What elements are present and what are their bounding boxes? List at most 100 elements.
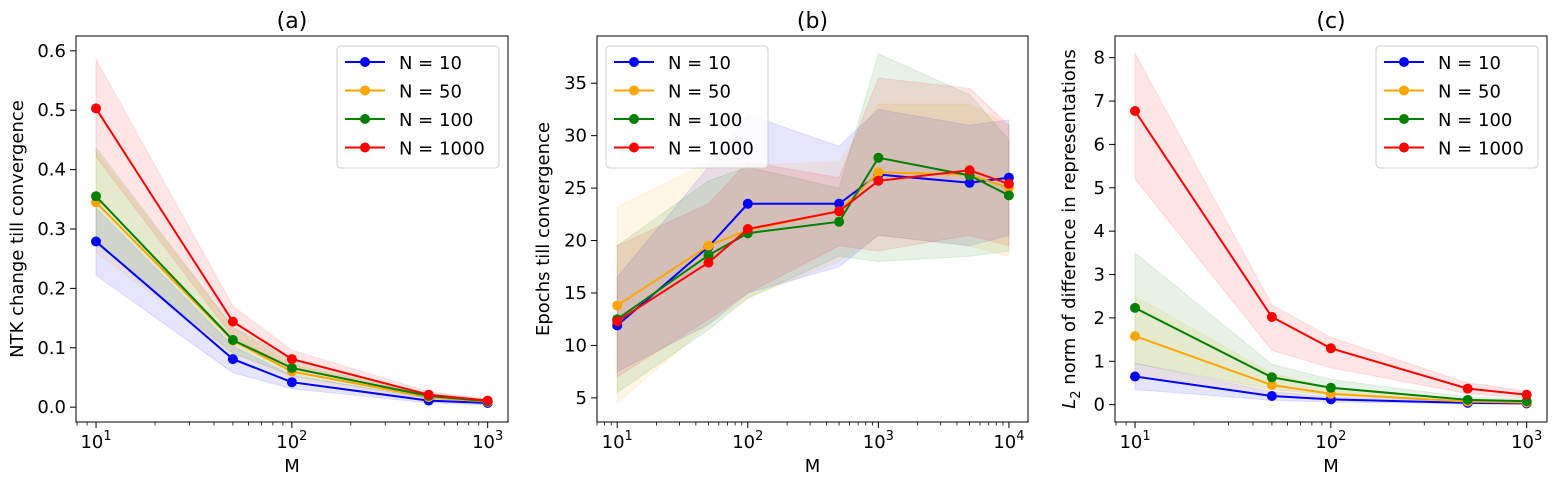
legend: N = 10 N = 50 N = 100 N = 1000 — [1375, 45, 1539, 169]
data-point — [612, 300, 623, 311]
legend-label: N = 10 — [1438, 53, 1501, 74]
y-tick-label: 3 — [1094, 265, 1105, 286]
chart-panel-2: 101 102 103 104 5 10 15 20 25 30 35 (b) M Epochs till… — [533, 9, 1029, 477]
data-point — [227, 316, 238, 327]
legend-marker — [1399, 114, 1409, 124]
band-1 — [616, 108, 1010, 373]
legend-label: N = 10 — [399, 53, 462, 74]
data-point — [1521, 389, 1532, 400]
x-tick-label: 103 — [472, 429, 503, 453]
x-tick-label: 102 — [732, 429, 763, 453]
data-point — [873, 175, 884, 186]
x-tick-label: 102 — [1315, 429, 1346, 453]
y-tick-label: 5 — [1094, 178, 1105, 199]
legend-label: N = 50 — [1438, 82, 1501, 103]
legend-label: N = 1000 — [668, 139, 754, 160]
y-axis-label: L2 norm of difference in representations — [1059, 49, 1084, 408]
data-point — [286, 363, 297, 373]
legend-label: N = 50 — [399, 82, 462, 103]
data-point — [703, 257, 714, 268]
legend-box — [605, 45, 769, 169]
axes-frame — [596, 35, 1029, 423]
data-point — [1130, 371, 1140, 382]
legend-marker — [1399, 85, 1409, 96]
data-point — [1130, 302, 1140, 313]
x-tick-label: 101 — [80, 429, 111, 453]
legend-marker — [360, 57, 370, 67]
data-point — [286, 377, 297, 388]
y-tick-label: 35 — [564, 73, 587, 94]
legend-label: N = 1000 — [399, 139, 485, 160]
data-point — [964, 165, 975, 176]
y-tick-label: 0.6 — [37, 41, 66, 62]
data-point — [1266, 312, 1277, 322]
x-tick-label: 103 — [863, 429, 894, 453]
data-point — [1130, 106, 1140, 116]
y-tick-label: 0.5 — [37, 100, 66, 121]
data-point — [91, 191, 101, 202]
data-point — [742, 198, 753, 209]
data-point — [227, 354, 238, 365]
data-point — [834, 216, 845, 227]
y-tick-label: 2 — [1094, 308, 1105, 329]
x-axis-label: M — [284, 456, 300, 477]
legend-box — [336, 45, 500, 169]
x-tick-label: 101 — [1119, 429, 1150, 453]
y-tick-label: 6 — [1094, 134, 1105, 155]
panel-title: (b) — [797, 9, 828, 34]
data-point — [1462, 383, 1473, 394]
data-point — [834, 198, 845, 209]
legend: N = 10 N = 50 N = 100 N = 1000 — [605, 45, 769, 169]
data-point — [834, 206, 845, 217]
y-tick-label: 0.3 — [37, 219, 66, 240]
legend-label: N = 10 — [668, 53, 731, 74]
legend: N = 10 N = 50 N = 100 N = 1000 — [336, 45, 500, 169]
y-axis-label: Epochs till convergence — [533, 122, 554, 336]
y-tick-label: 15 — [564, 283, 587, 304]
panel-title: (a) — [277, 9, 308, 34]
y-tick-label: 0 — [1094, 395, 1105, 416]
legend-label: N = 1000 — [1438, 139, 1524, 160]
legend-marker — [629, 85, 639, 96]
x-axis-label: M — [1323, 456, 1339, 477]
data-point — [1003, 190, 1014, 201]
y-tick-label: 10 — [564, 335, 587, 356]
legend-marker — [360, 114, 370, 124]
x-tick-label: 104 — [993, 429, 1024, 453]
legend-marker — [1399, 142, 1409, 153]
data-point — [91, 236, 101, 247]
y-axis-label: NTK change till convergence — [7, 100, 28, 358]
y-tick-label: 30 — [564, 126, 587, 147]
legend-marker — [360, 85, 370, 96]
data-point — [1266, 372, 1277, 383]
y-tick-label: 4 — [1094, 221, 1105, 242]
y-tick-label: 0.1 — [37, 338, 66, 359]
data-point — [873, 152, 884, 163]
legend-marker — [629, 142, 639, 153]
legend-marker — [1399, 57, 1409, 67]
y-tick-label: 8 — [1094, 48, 1105, 69]
data-point — [703, 240, 714, 251]
legend-label: N = 100 — [668, 110, 742, 131]
data-point — [482, 395, 493, 406]
band-2 — [616, 103, 1010, 405]
data-point — [964, 177, 975, 188]
data-point — [1130, 331, 1140, 342]
data-point — [286, 354, 297, 365]
legend-label: N = 50 — [668, 82, 731, 103]
y-tick-label: 7 — [1094, 91, 1105, 112]
legend-marker — [629, 57, 639, 67]
x-tick-label: 101 — [602, 429, 633, 453]
y-tick-label: 5 — [576, 388, 587, 409]
y-tick-label: 25 — [564, 178, 587, 199]
data-point — [91, 103, 101, 114]
data-point — [1325, 343, 1336, 354]
panel-title: (c) — [1316, 9, 1345, 34]
data-point — [742, 224, 753, 234]
x-tick-label: 102 — [276, 429, 307, 453]
data-point — [1462, 394, 1473, 405]
data-point — [1325, 382, 1336, 393]
x-tick-label: 103 — [1511, 429, 1542, 453]
legend-label: N = 100 — [399, 110, 473, 131]
